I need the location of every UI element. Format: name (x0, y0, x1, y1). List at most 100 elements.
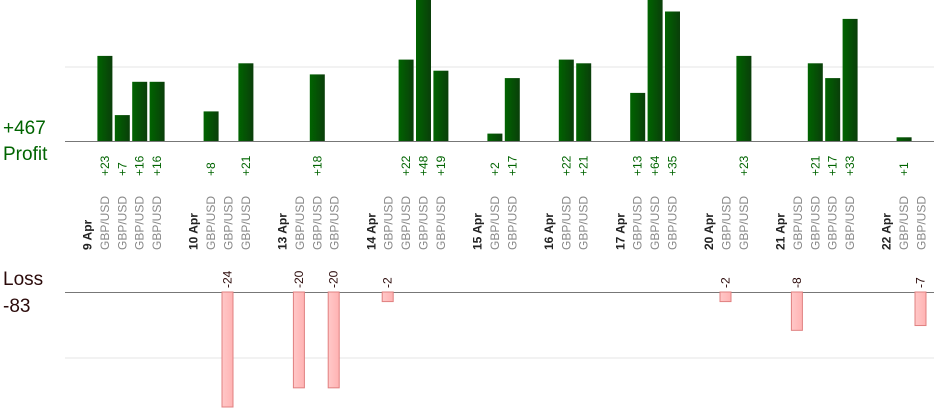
profit-value-label: +16 (150, 155, 164, 176)
loss-total: -83 (3, 296, 31, 317)
profit-bar (149, 81, 165, 141)
pair-label: GBP/USD (434, 196, 448, 250)
date-label: 20 Apr (702, 213, 716, 250)
pair-label: GBP/USD (293, 196, 307, 250)
date-label: 22 Apr (880, 213, 894, 250)
pair-label: GBP/USD (505, 196, 519, 250)
profit-bar (132, 81, 148, 141)
profit-value-label: +23 (98, 155, 112, 176)
profit-bar (504, 78, 520, 141)
profit-bar (825, 78, 841, 141)
pair-label: GBP/USD (488, 196, 502, 250)
pair-label: GBP/USD (791, 196, 805, 250)
pair-label: GBP/USD (399, 196, 413, 250)
date-label: 17 Apr (613, 213, 627, 250)
pair-label: GBP/USD (897, 196, 911, 250)
profit-value-label: +1 (897, 162, 911, 176)
profit-bar (576, 63, 592, 141)
loss-bar (381, 291, 394, 303)
profit-value-label: +22 (559, 155, 573, 176)
pair-label: GBP/USD (417, 196, 431, 250)
pair-label: GBP/USD (204, 196, 218, 250)
profit-bar (487, 133, 503, 141)
profit-bar (433, 70, 449, 141)
profit-bar (238, 63, 254, 141)
profit-value-label: +21 (577, 155, 591, 176)
pair-label: GBP/USD (808, 196, 822, 250)
loss-bar (292, 291, 305, 389)
profit-value-label: +23 (737, 155, 751, 176)
profit-value-label: +17 (826, 155, 840, 176)
pair-label: GBP/USD (720, 196, 734, 250)
pair-label: GBP/USD (648, 196, 662, 250)
profit-value-label: +2 (488, 162, 502, 176)
profit-value-label: +18 (310, 155, 324, 176)
loss-value-label: -24 (221, 270, 235, 288)
pair-label: GBP/USD (115, 196, 129, 250)
profit-bar (558, 59, 574, 141)
pair-label: GBP/USD (559, 196, 573, 250)
profit-value-label: +21 (808, 155, 822, 176)
profit-value-label: +22 (399, 155, 413, 176)
loss-value-label: -7 (914, 277, 928, 288)
loss-bar (914, 291, 927, 327)
profit-value-label: +33 (843, 155, 857, 176)
profit-value-label: +64 (648, 155, 662, 176)
profit-bar (114, 115, 130, 141)
profit-bar (647, 0, 663, 141)
profit-value-label: +21 (239, 155, 253, 176)
pair-label: GBP/USD (631, 196, 645, 250)
pair-label: GBP/USD (98, 196, 112, 250)
loss-label: Loss (3, 269, 44, 290)
profit-total: +467 (3, 118, 46, 139)
profit-bar (416, 0, 431, 141)
loss-bar (790, 291, 803, 331)
loss-bar (327, 291, 340, 389)
profit-value-label: +7 (115, 162, 129, 176)
profit-bar (807, 63, 823, 141)
date-label: 9 Apr (81, 219, 95, 250)
profit-bar (203, 111, 219, 141)
loss-bar (221, 291, 234, 408)
pair-label: GBP/USD (666, 196, 680, 250)
profit-value-label: +19 (434, 155, 448, 176)
pair-label: GBP/USD (382, 196, 396, 250)
loss-value-label: -20 (292, 270, 306, 288)
profit-value-label: +16 (133, 155, 147, 176)
loss-value-label: -2 (381, 277, 395, 288)
pair-label: GBP/USD (915, 196, 929, 250)
profit-bar (309, 74, 325, 141)
pair-label: GBP/USD (826, 196, 840, 250)
profit-bar (665, 11, 680, 141)
profit-bar (896, 137, 912, 141)
loss-value-label: -2 (719, 277, 733, 288)
pair-label: GBP/USD (150, 196, 164, 250)
profit-value-label: +17 (505, 155, 519, 176)
date-label: 21 Apr (774, 213, 788, 250)
profit-label: Profit (3, 144, 48, 165)
pair-label: GBP/USD (577, 196, 591, 250)
profit-value-label: +13 (631, 155, 645, 176)
profit-value-label: +35 (666, 155, 680, 176)
profit-bar (842, 18, 858, 141)
pair-label: GBP/USD (239, 196, 253, 250)
pair-label: GBP/USD (328, 196, 342, 250)
profit-bar (630, 92, 646, 141)
pair-label: GBP/USD (843, 196, 857, 250)
loss-value-label: -20 (327, 270, 341, 288)
profit-bar (97, 55, 113, 141)
date-label: 10 Apr (187, 213, 201, 250)
profit-value-label: +48 (417, 155, 431, 176)
pair-label: GBP/USD (133, 196, 147, 250)
date-label: 15 Apr (471, 213, 485, 250)
profit-bar (398, 59, 414, 141)
pair-label: GBP/USD (310, 196, 324, 250)
date-label: 14 Apr (364, 213, 378, 250)
date-label: 13 Apr (276, 213, 290, 250)
pair-label: GBP/USD (222, 196, 236, 250)
loss-value-label: -8 (790, 277, 804, 288)
pair-label: GBP/USD (737, 196, 751, 250)
profit-value-label: +8 (204, 162, 218, 176)
profit-bar (736, 55, 752, 141)
